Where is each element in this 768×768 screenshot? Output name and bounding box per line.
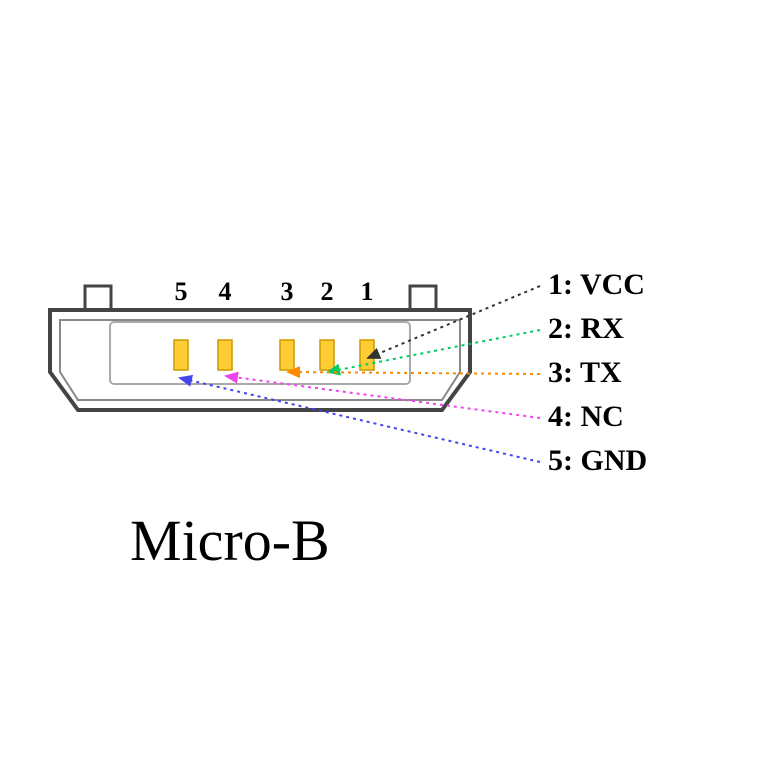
pin-numbers: 123 4 5 (175, 277, 374, 306)
pin-number-4: 4 (219, 277, 232, 306)
pin-number-3: 3 (281, 277, 294, 306)
pin-contact-3 (280, 340, 294, 370)
micro-b-pinout-diagram: 123 4 5 1: VCC 2: RX 3: TX 4: NC 5: GND Micro-… (0, 0, 768, 768)
pin-contact-2 (320, 340, 334, 370)
legend-label-3: 3: TX (548, 356, 622, 389)
pin-contact-5 (174, 340, 188, 370)
pin-number-1: 1 (361, 277, 374, 306)
connector-title: Micro-B (130, 508, 330, 573)
legend-label-4: 4: NC (548, 400, 624, 433)
legend-label-5: 5: GND (548, 444, 647, 477)
pin-contact-4 (218, 340, 232, 370)
pin-legend: 1: VCC 2: RX 3: TX 4: NC 5: GND (548, 268, 647, 477)
legend-label-1: 1: VCC (548, 268, 645, 301)
legend-label-2: 2: RX (548, 312, 624, 345)
pin-contact-1 (360, 340, 374, 370)
pin-number-2: 2 (321, 277, 334, 306)
pin-number-5: 5 (175, 277, 188, 306)
connector-shell (50, 286, 470, 410)
